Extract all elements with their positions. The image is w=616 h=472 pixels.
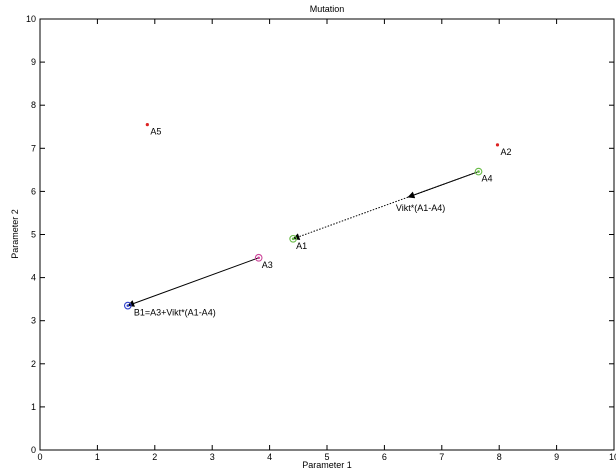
point-label: A2 <box>500 147 511 157</box>
y-tick-label: 4 <box>31 273 36 283</box>
y-tick-label: 8 <box>31 100 36 110</box>
point-ring <box>474 167 483 176</box>
point-dot <box>477 170 480 173</box>
annotations-layer: Vikt*(A1-A4) <box>396 203 445 213</box>
x-tick-label: 1 <box>95 452 100 462</box>
point-ring <box>123 301 132 310</box>
axis-ticks: 0 1 2 3 4 5 6 7 8 9 10 0 1 2 3 4 5 6 7 8 9 10 <box>26 14 616 462</box>
point-dot <box>257 256 260 260</box>
x-tick-label: 2 <box>152 452 157 462</box>
y-tick-label: 3 <box>31 316 36 326</box>
y-tick-label: 0 <box>31 445 36 455</box>
x-tick-label: 6 <box>382 452 387 462</box>
point-label: A3 <box>262 260 273 270</box>
point-ring <box>289 234 297 243</box>
point-dot <box>291 237 295 241</box>
point-dot <box>145 122 149 127</box>
point-dot <box>126 304 130 307</box>
points-layer: A5 A2 A4 A1 A3 B1=A3+Vikt*(A1-A4) <box>123 122 511 318</box>
chart-title: Mutation <box>310 4 345 14</box>
x-tick-label: 5 <box>324 452 329 462</box>
y-tick-label: 7 <box>31 143 36 153</box>
y-tick-label: 1 <box>31 402 36 412</box>
point-label: A4 <box>482 174 493 184</box>
y-tick-label: 6 <box>31 186 36 196</box>
point-label: A5 <box>150 127 161 137</box>
x-tick-label: 3 <box>210 452 215 462</box>
vector-arrow-mid <box>407 171 479 199</box>
point-label: B1=A3+Vikt*(A1-A4) <box>134 308 216 318</box>
y-tick-label: 9 <box>31 57 36 67</box>
x-tick-label: 7 <box>439 452 444 462</box>
point-dot <box>495 143 500 147</box>
x-tick-label: 0 <box>37 452 42 462</box>
y-tick-label: 10 <box>26 14 36 24</box>
y-tick-label: 5 <box>31 230 36 240</box>
vector-arrow <box>127 257 259 307</box>
x-tick-label: 4 <box>267 452 272 462</box>
y-axis-label: Parameter 2 <box>10 209 20 259</box>
x-tick-label: 9 <box>554 452 559 462</box>
x-tick-label: 10 <box>609 452 616 462</box>
plot-area <box>39 18 615 451</box>
arrows-layer <box>127 171 479 307</box>
point-ring <box>254 253 263 262</box>
point-label: A1 <box>296 241 307 251</box>
x-axis-label: Parameter 1 <box>302 460 352 470</box>
x-tick-label: 8 <box>497 452 502 462</box>
annotation-label: Vikt*(A1-A4) <box>396 203 445 213</box>
y-tick-label: 2 <box>31 359 36 369</box>
